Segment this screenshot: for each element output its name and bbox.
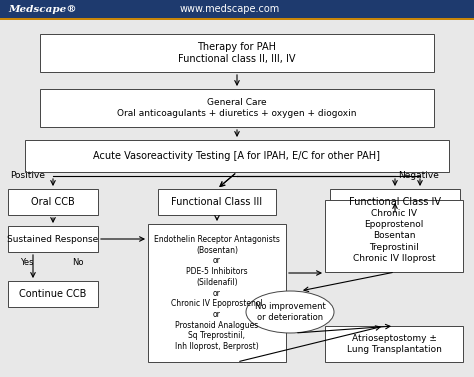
Text: Chronic IV
Epoprostenol
Bosentan
Treprostinil
Chronic IV Iloprost: Chronic IV Epoprostenol Bosentan Trepros… [353, 209, 435, 263]
Text: Atrioseptostomy ±
Lung Transplantation: Atrioseptostomy ± Lung Transplantation [346, 334, 441, 354]
Text: Acute Vasoreactivity Testing [A for IPAH, E/C for other PAH]: Acute Vasoreactivity Testing [A for IPAH… [93, 151, 381, 161]
FancyBboxPatch shape [25, 140, 449, 172]
Text: Medscape®: Medscape® [8, 5, 77, 14]
Bar [0, 0, 474, 18]
Text: Yes: Yes [20, 258, 34, 267]
FancyBboxPatch shape [330, 189, 460, 215]
FancyBboxPatch shape [325, 326, 463, 362]
FancyBboxPatch shape [40, 34, 434, 72]
FancyBboxPatch shape [8, 281, 98, 307]
FancyBboxPatch shape [8, 189, 98, 215]
Text: General Care
Oral anticoagulants + diuretics + oxygen + diogoxin: General Care Oral anticoagulants + diure… [117, 98, 357, 118]
FancyBboxPatch shape [148, 224, 286, 362]
Text: No improvement
or deterioration: No improvement or deterioration [255, 302, 325, 322]
Text: Functional Class III: Functional Class III [172, 197, 263, 207]
Bar [0, 18, 474, 20]
Text: Positive: Positive [10, 172, 45, 181]
Ellipse shape [246, 291, 334, 333]
Text: Continue CCB: Continue CCB [19, 289, 87, 299]
Text: Therapy for PAH
Functional class II, III, IV: Therapy for PAH Functional class II, III… [178, 42, 296, 64]
Text: Functional Class IV: Functional Class IV [349, 197, 441, 207]
FancyBboxPatch shape [158, 189, 276, 215]
Text: Sustained Response: Sustained Response [8, 234, 99, 244]
Text: Negative: Negative [398, 172, 439, 181]
Text: Oral CCB: Oral CCB [31, 197, 75, 207]
Text: No: No [72, 258, 84, 267]
Text: Endothelin Receptor Antagonists
(Bosentan)
or
PDE-5 Inhibitors
(Sildenafil)
or
C: Endothelin Receptor Antagonists (Bosenta… [154, 235, 280, 351]
FancyBboxPatch shape [8, 226, 98, 252]
FancyBboxPatch shape [325, 200, 463, 272]
Text: www.medscape.com: www.medscape.com [180, 4, 280, 14]
FancyBboxPatch shape [40, 89, 434, 127]
